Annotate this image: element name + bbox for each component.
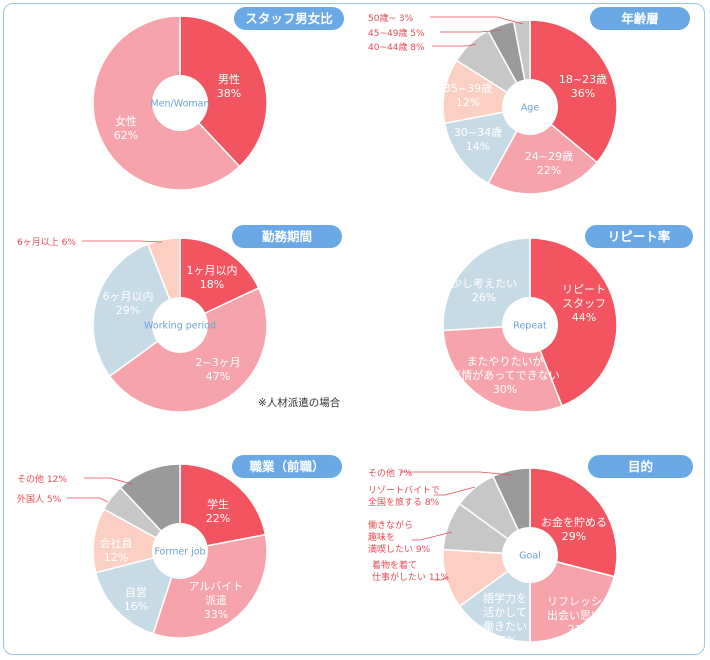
center-label: Goal <box>519 551 541 562</box>
slice-label: 学生 22% <box>206 497 230 525</box>
callout-label: 6ヶ月以上 6% <box>17 237 76 248</box>
chart-title-pill <box>588 455 693 478</box>
callout-line <box>412 531 453 541</box>
slice-label: 男性 38% <box>217 72 241 100</box>
donut-hole <box>502 79 558 135</box>
callout-line <box>67 497 109 503</box>
chart-title-pill <box>232 455 342 478</box>
slice-label: 24~29歳 22% <box>525 150 573 177</box>
pie-slice <box>442 237 531 332</box>
callout-label: その他 12% <box>17 473 67 485</box>
chart-title-pill <box>234 7 344 30</box>
callout-label: 外国人 5% <box>17 493 62 505</box>
center-label: Repeat <box>513 321 547 332</box>
slice-label: 語学力を活かして働きたい 15% <box>483 591 527 647</box>
pie-slice <box>179 463 267 552</box>
callout-line <box>434 486 476 496</box>
slice-label: リピートスタッフ 44% <box>562 283 606 324</box>
center-label: Men/Woman <box>150 99 209 110</box>
slice-label: 少し考えたい 26% <box>451 277 517 304</box>
callout-label: 50歳~ 3% <box>368 12 414 24</box>
donut-hole <box>502 527 558 583</box>
chart-title: 職業（前職） <box>249 459 324 474</box>
slice-label: 自営 16% <box>124 585 148 613</box>
chart-title-pill <box>590 7 690 30</box>
callout-label: リゾートバイトで全国を旅する 8% <box>368 485 440 508</box>
center-label: Age <box>521 103 540 114</box>
slice-label: 1ヶ月以内 18% <box>187 263 238 291</box>
slice-label: 6ヶ月以内 29% <box>103 289 154 317</box>
slice-label: 女性 62% <box>114 114 138 142</box>
pie-slice <box>92 508 183 574</box>
center-label: Former job <box>154 547 205 558</box>
donut-hole <box>502 297 558 353</box>
chart-title: スタッフ男女比 <box>245 11 333 26</box>
callout-label: 45~49歳 5% <box>368 27 425 39</box>
chart-title: 勤務期間 <box>262 229 312 244</box>
pie-slice <box>94 549 182 635</box>
donut-hole <box>152 297 208 353</box>
callout-label: 着物を着て仕事がしたい 11% <box>372 559 449 583</box>
callout-line <box>434 576 449 581</box>
pie-slice <box>179 237 260 327</box>
slice-label: リフレッシュ出会い思い出 21% <box>547 595 613 636</box>
slice-label: 35~39歳 12% <box>444 82 492 109</box>
note-text: ※人材派遣の場合 <box>258 396 341 409</box>
donut-hole <box>152 75 208 131</box>
pie-chart-5: Former job 職業（前職） 学生 22% アルバイト派遣 33% 自営 16% 会社員 1… <box>17 455 342 639</box>
callout-line <box>430 16 524 25</box>
chart-title: 目的 <box>628 459 653 474</box>
pie-slice <box>529 19 618 164</box>
callout-label: その他 7% <box>368 467 413 479</box>
pie-chart-3: Working period 勤務期間 1ヶ月以内 18% 2~3ヶ月 47% 6ヶ月以内 2… <box>17 225 342 413</box>
chart-title: リピート率 <box>608 229 671 244</box>
slice-label: 30~34歳 14% <box>454 126 502 153</box>
center-label: Working period <box>144 321 216 332</box>
chart-title-pill <box>232 225 342 248</box>
slice-label: 会社員 12% <box>100 536 133 564</box>
callout-label: 40~44歳 8% <box>368 41 425 53</box>
pie-slice <box>179 15 268 168</box>
donut-hole <box>152 523 208 579</box>
callout-line <box>400 471 513 476</box>
slice-label: またやりたいが事情があってできない 30% <box>450 354 559 396</box>
callout-line <box>440 29 503 33</box>
slice-label: アルバイト派遣 33% <box>189 580 244 621</box>
pie-slice <box>529 554 616 643</box>
chart-title: 年齢層 <box>621 11 659 26</box>
slice-label: 18~23歳 36% <box>559 73 607 100</box>
chart-title-pill <box>585 225 693 248</box>
callout-line <box>84 477 133 485</box>
callout-line <box>82 240 163 243</box>
pie-slice <box>529 237 618 407</box>
callout-label: 働きながら趣味を満喫したい 9% <box>368 519 431 555</box>
callout-line <box>432 43 477 47</box>
slice-label: 2~3ヶ月 47% <box>195 356 240 383</box>
slice-label: お金を貯める 29% <box>541 515 607 543</box>
pie-slice <box>443 105 532 185</box>
pie-slice <box>487 105 599 195</box>
pie-chart-2: Age 年齢層 18~23歳 36% 24~29歳 22% 30~34歳 14% 35~39歳 1… <box>368 7 690 195</box>
pie-slice <box>92 243 181 378</box>
